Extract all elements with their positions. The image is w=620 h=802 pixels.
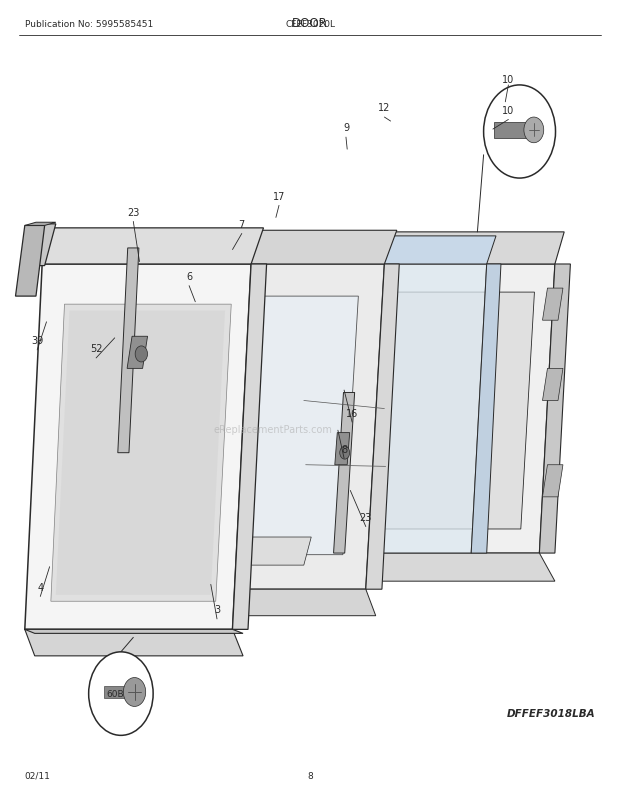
Text: 23: 23 (127, 208, 140, 217)
Circle shape (89, 652, 153, 735)
Polygon shape (332, 265, 555, 553)
Polygon shape (301, 237, 496, 265)
Text: 12: 12 (378, 103, 391, 113)
Polygon shape (494, 123, 532, 139)
Polygon shape (366, 265, 399, 589)
Polygon shape (471, 265, 501, 553)
Text: 10: 10 (502, 75, 515, 85)
Text: DOOR: DOOR (292, 17, 328, 30)
Text: 10: 10 (502, 106, 515, 115)
Text: 23: 23 (360, 512, 372, 522)
Polygon shape (232, 265, 267, 630)
Text: 60B: 60B (106, 689, 123, 699)
Text: 3: 3 (214, 605, 220, 614)
Polygon shape (22, 225, 56, 266)
Circle shape (123, 678, 146, 707)
Text: 16: 16 (346, 408, 358, 418)
Polygon shape (104, 686, 131, 699)
Polygon shape (542, 289, 563, 321)
Text: 02/11: 02/11 (25, 771, 51, 780)
Polygon shape (167, 265, 384, 589)
Text: CFEF3020L: CFEF3020L (285, 20, 335, 29)
Polygon shape (332, 553, 555, 581)
Polygon shape (25, 223, 56, 226)
Polygon shape (16, 226, 45, 297)
Polygon shape (42, 229, 264, 265)
Text: 7: 7 (239, 220, 245, 229)
Polygon shape (347, 233, 564, 265)
Polygon shape (25, 630, 243, 656)
Polygon shape (25, 265, 251, 630)
Circle shape (340, 447, 350, 460)
Polygon shape (229, 537, 311, 565)
Text: 6: 6 (186, 272, 192, 282)
Circle shape (524, 118, 544, 144)
Polygon shape (118, 249, 139, 453)
Circle shape (135, 346, 148, 363)
Text: 8: 8 (341, 444, 347, 454)
Polygon shape (542, 369, 563, 401)
Text: Publication No: 5995585451: Publication No: 5995585451 (25, 20, 153, 29)
Polygon shape (539, 265, 570, 553)
Text: eReplacementParts.com: eReplacementParts.com (213, 424, 332, 434)
Text: 39: 39 (31, 336, 43, 346)
Text: 9: 9 (343, 124, 349, 133)
Polygon shape (127, 337, 148, 369)
Polygon shape (51, 305, 231, 602)
Circle shape (484, 86, 556, 179)
Polygon shape (25, 630, 243, 634)
Polygon shape (335, 433, 350, 465)
Polygon shape (185, 231, 397, 265)
Polygon shape (192, 297, 358, 555)
Text: 8: 8 (307, 771, 313, 780)
Text: 4: 4 (37, 582, 43, 592)
Polygon shape (542, 465, 563, 497)
Text: 52: 52 (90, 344, 102, 354)
Polygon shape (285, 265, 487, 553)
Text: 17: 17 (273, 192, 285, 201)
Polygon shape (353, 293, 534, 529)
Polygon shape (56, 311, 225, 595)
Text: DFFEF3018LBA: DFFEF3018LBA (507, 708, 595, 718)
Polygon shape (334, 393, 355, 553)
Polygon shape (167, 589, 376, 616)
